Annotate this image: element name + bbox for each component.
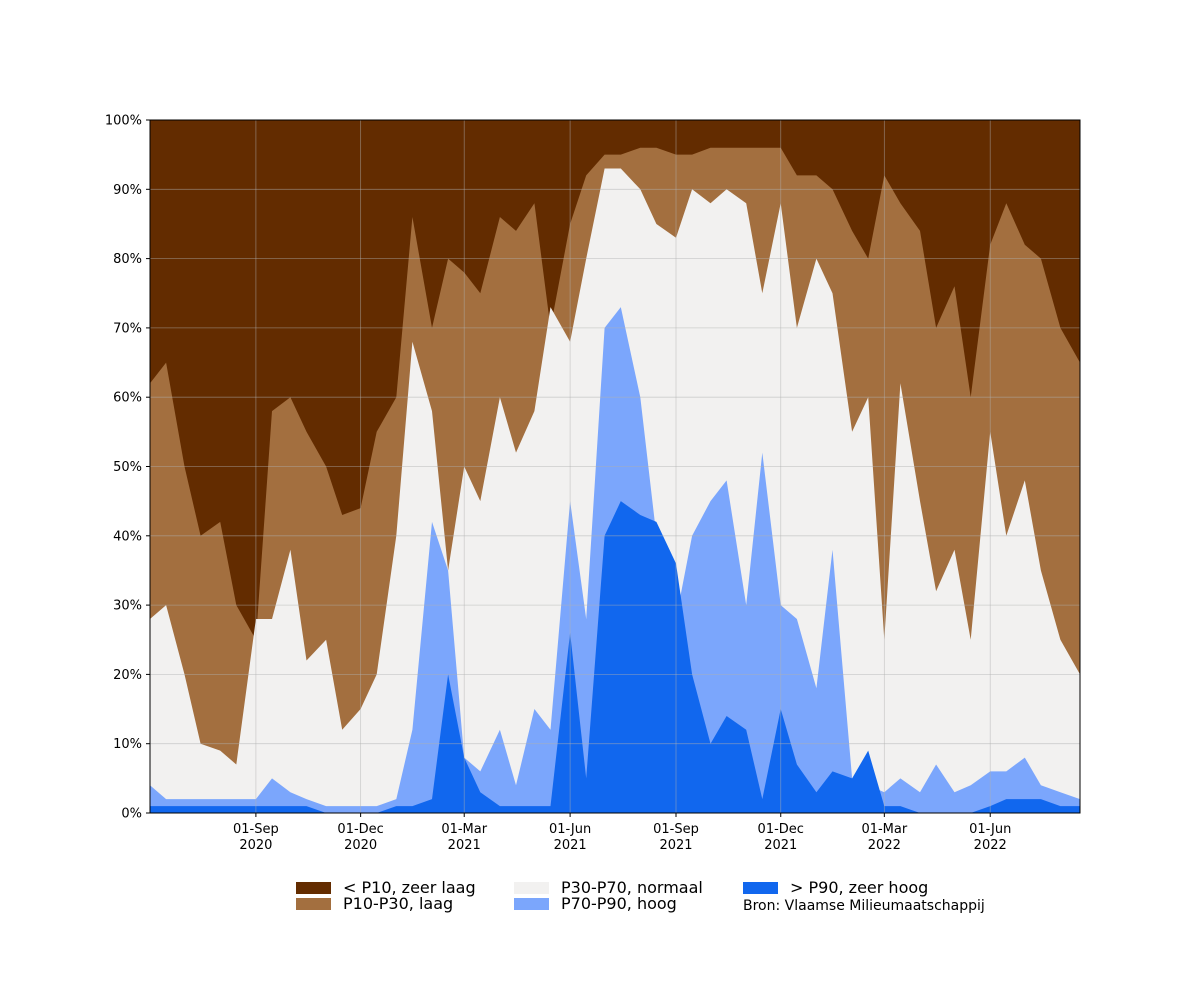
x-tick-year-label: 2021	[659, 838, 692, 853]
x-tick-label: 01-Mar	[861, 822, 907, 837]
legend-swatch-laag	[296, 898, 331, 910]
x-tick-label: 01-Mar	[441, 822, 487, 837]
area-p90-zeer-hoog	[150, 501, 1080, 813]
x-tick-year-label: 2022	[868, 838, 901, 853]
x-axis: 01-Sep202001-Dec202001-Mar202101-Jun2021…	[233, 813, 1011, 853]
x-tick-year-label: 2020	[239, 838, 272, 853]
stacked-areas	[150, 120, 1080, 813]
source-note: Bron: Vlaamse Milieumaatschappij	[743, 898, 985, 914]
x-tick-year-label: 2021	[554, 838, 587, 853]
y-tick-label: 10%	[113, 737, 142, 752]
y-tick-label: 90%	[113, 183, 142, 198]
x-tick-label: 01-Sep	[653, 822, 699, 837]
legend-swatch-zeer-laag	[296, 882, 331, 894]
x-tick-label: 01-Sep	[233, 822, 279, 837]
x-tick-year-label: 2020	[344, 838, 377, 853]
legend-label-hoog: P70-P90, hoog	[561, 894, 677, 913]
legend-label-laag: P10-P30, laag	[343, 894, 454, 913]
legend-swatch-normaal	[514, 882, 549, 894]
legend-label-zeer-hoog: > P90, zeer hoog	[790, 878, 929, 897]
y-tick-label: 20%	[113, 668, 142, 683]
y-tick-label: 0%	[121, 807, 142, 822]
x-tick-year-label: 2022	[974, 838, 1007, 853]
x-tick-year-label: 2021	[448, 838, 481, 853]
y-tick-label: 30%	[113, 599, 142, 614]
legend-label-normaal: P30-P70, normaal	[561, 878, 703, 897]
x-tick-label: 01-Dec	[758, 822, 804, 837]
y-tick-label: 60%	[113, 391, 142, 406]
y-tick-label: 40%	[113, 529, 142, 544]
x-tick-label: 01-Jun	[969, 822, 1011, 837]
y-tick-label: 50%	[113, 460, 142, 475]
y-tick-label: 100%	[105, 114, 142, 129]
legend-swatch-zeer-hoog	[743, 882, 778, 894]
gridlines	[150, 120, 1080, 813]
y-tick-label: 70%	[113, 321, 142, 336]
legend-label-zeer-laag: < P10, zeer laag	[343, 878, 476, 897]
legend: < P10, zeer laag P10-P30, laag P30-P70, …	[296, 880, 1056, 920]
legend-swatch-hoog	[514, 898, 549, 910]
y-axis: 0% 10% 20% 30% 40% 50% 60% 70% 80% 90% 100%	[105, 114, 150, 822]
y-tick-label: 80%	[113, 252, 142, 267]
x-tick-label: 01-Dec	[337, 822, 383, 837]
x-tick-year-label: 2021	[764, 838, 797, 853]
x-tick-label: 01-Jun	[549, 822, 591, 837]
